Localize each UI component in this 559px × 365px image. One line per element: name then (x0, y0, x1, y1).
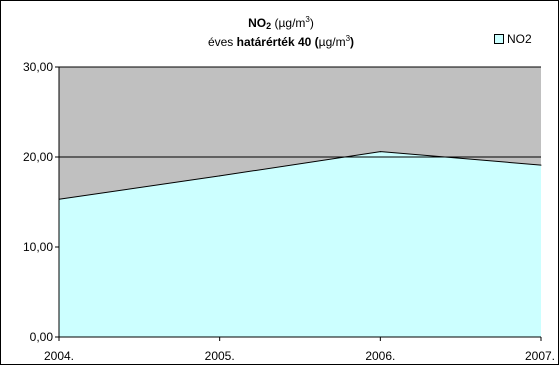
x-tick-label: 2006. (365, 349, 395, 363)
data-point (379, 151, 381, 153)
y-tick-label: 30,00 (23, 60, 53, 74)
series-no2-line (58, 151, 542, 200)
legend-label: NO2 (507, 32, 532, 46)
y-tick-label: 10,00 (23, 240, 53, 254)
axis-layer: 0,00 10,00 20,00 30,00 2004. 2005. 2006. 2007. (23, 60, 555, 363)
data-point (540, 164, 542, 166)
series-layer (58, 151, 542, 337)
x-tick-label: 2005. (205, 349, 235, 363)
series-no2-area (59, 151, 541, 337)
x-tick-label: 2007. (525, 349, 555, 363)
legend: NO2 (494, 32, 532, 46)
data-point (219, 175, 221, 177)
y-tick-label: 20,00 (23, 150, 53, 164)
legend-swatch (494, 34, 504, 44)
grid-layer (59, 66, 541, 158)
chart-title-line-1: NO2 (µg/m3) (248, 15, 314, 31)
y-tick-label: 0,00 (30, 330, 54, 344)
x-tick-label: 2004. (44, 349, 74, 363)
chart-title-line-2: éves határérték 40 (µg/m3) (207, 34, 355, 49)
